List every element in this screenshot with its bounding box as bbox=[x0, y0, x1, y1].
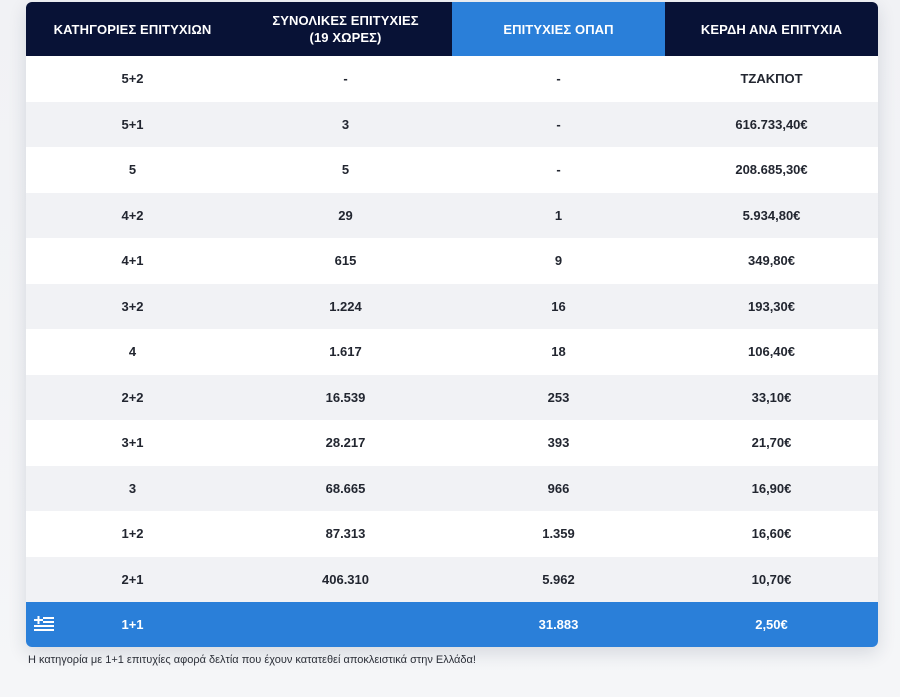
cell-category: 4+2 bbox=[26, 192, 239, 238]
header-total-line2: (19 ΧΩΡΕΣ) bbox=[309, 30, 382, 45]
cell-prize: 349,80€ bbox=[665, 238, 878, 284]
table-row: 4+1 615 9 349,80€ bbox=[26, 238, 878, 284]
cell-category: 2+1 bbox=[26, 556, 239, 602]
cell-prize: 33,10€ bbox=[665, 374, 878, 420]
cell-total: 406.310 bbox=[239, 556, 452, 602]
cell-prize: ΤΖΑΚΠΟΤ bbox=[665, 56, 878, 102]
greek-only-row: 1+1 31.883 2,50€ bbox=[26, 602, 878, 647]
results-table-card: ΚΑΤΗΓΟΡΙΕΣ ΕΠΙΤΥΧΙΩΝ ΣΥΝΟΛΙΚΕΣ ΕΠΙΤΥΧΙΕΣ… bbox=[26, 2, 878, 647]
table-row: 3+1 28.217 393 21,70€ bbox=[26, 420, 878, 466]
cell-prize: 16,60€ bbox=[665, 511, 878, 557]
cell-opap: - bbox=[452, 147, 665, 193]
cell-opap: 1.359 bbox=[452, 511, 665, 557]
cell-opap: 5.962 bbox=[452, 556, 665, 602]
cell-category: 4 bbox=[26, 329, 239, 375]
cell-prize: 5.934,80€ bbox=[665, 192, 878, 238]
table-row: 4+2 29 1 5.934,80€ bbox=[26, 192, 878, 238]
cell-total: 28.217 bbox=[239, 420, 452, 466]
greek-row-category: 1+1 bbox=[121, 617, 144, 632]
cell-category: 1+2 bbox=[26, 511, 239, 557]
cell-category: 4+1 bbox=[26, 238, 239, 284]
footnote: Η κατηγορία με 1+1 επιτυχίες αφορά δελτί… bbox=[28, 654, 476, 666]
cell-opap: 393 bbox=[452, 420, 665, 466]
cell-category: 3+1 bbox=[26, 420, 239, 466]
table-row: 3 68.665 966 16,90€ bbox=[26, 465, 878, 511]
table-row: 2+1 406.310 5.962 10,70€ bbox=[26, 556, 878, 602]
cell-total: 87.313 bbox=[239, 511, 452, 557]
cell-total: 16.539 bbox=[239, 374, 452, 420]
cell-opap: 31.883 bbox=[452, 602, 665, 647]
cell-total: 3 bbox=[239, 101, 452, 147]
header-row: ΚΑΤΗΓΟΡΙΕΣ ΕΠΙΤΥΧΙΩΝ ΣΥΝΟΛΙΚΕΣ ΕΠΙΤΥΧΙΕΣ… bbox=[26, 2, 878, 56]
cell-opap: 18 bbox=[452, 329, 665, 375]
cell-total: 1.224 bbox=[239, 283, 452, 329]
cell-opap: 966 bbox=[452, 465, 665, 511]
cell-category: 3+2 bbox=[26, 283, 239, 329]
cell-category: 3 bbox=[26, 465, 239, 511]
cell-opap: 9 bbox=[452, 238, 665, 284]
table-row: 1+2 87.313 1.359 16,60€ bbox=[26, 511, 878, 557]
table-row: 3+2 1.224 16 193,30€ bbox=[26, 283, 878, 329]
cell-prize: 2,50€ bbox=[665, 602, 878, 647]
cell-prize: 193,30€ bbox=[665, 283, 878, 329]
table-row: 4 1.617 18 106,40€ bbox=[26, 329, 878, 375]
header-total-line1: ΣΥΝΟΛΙΚΕΣ ΕΠΙΤΥΧΙΕΣ bbox=[272, 13, 419, 28]
cell-total: - bbox=[239, 56, 452, 102]
header-opap-wins: ΕΠΙΤΥΧΙΕΣ ΟΠΑΠ bbox=[452, 2, 665, 56]
cell-category: 1+1 bbox=[26, 602, 239, 647]
cell-category: 5 bbox=[26, 147, 239, 193]
cell-total: 68.665 bbox=[239, 465, 452, 511]
header-prize: ΚΕΡΔΗ ΑΝΑ ΕΠΙΤΥΧΙΑ bbox=[665, 2, 878, 56]
cell-total: 5 bbox=[239, 147, 452, 193]
cell-prize: 106,40€ bbox=[665, 329, 878, 375]
table-row: 5 5-208.685,30€ bbox=[26, 147, 878, 193]
cell-category: 2+2 bbox=[26, 374, 239, 420]
table-row: 5+2- - ΤΖΑΚΠΟΤ bbox=[26, 56, 878, 102]
cell-prize: 616.733,40€ bbox=[665, 101, 878, 147]
table-row: 5+1 3-616.733,40€ bbox=[26, 101, 878, 147]
cell-category: 5+1 bbox=[26, 101, 239, 147]
cell-opap: 1 bbox=[452, 192, 665, 238]
table-body: 5+2- - ΤΖΑΚΠΟΤ 5+1 3-616.733,40€ 5 5-208.685,3… bbox=[26, 56, 878, 647]
cell-prize: 208.685,30€ bbox=[665, 147, 878, 193]
results-table: ΚΑΤΗΓΟΡΙΕΣ ΕΠΙΤΥΧΙΩΝ ΣΥΝΟΛΙΚΕΣ ΕΠΙΤΥΧΙΕΣ… bbox=[26, 2, 878, 647]
cell-prize: 10,70€ bbox=[665, 556, 878, 602]
table-header: ΚΑΤΗΓΟΡΙΕΣ ΕΠΙΤΥΧΙΩΝ ΣΥΝΟΛΙΚΕΣ ΕΠΙΤΥΧΙΕΣ… bbox=[26, 2, 878, 56]
cell-opap: 253 bbox=[452, 374, 665, 420]
header-category: ΚΑΤΗΓΟΡΙΕΣ ΕΠΙΤΥΧΙΩΝ bbox=[26, 2, 239, 56]
greek-flag-icon bbox=[34, 616, 54, 631]
cell-opap: - bbox=[452, 101, 665, 147]
cell-total: 615 bbox=[239, 238, 452, 284]
cell-opap: 16 bbox=[452, 283, 665, 329]
header-total-wins: ΣΥΝΟΛΙΚΕΣ ΕΠΙΤΥΧΙΕΣ (19 ΧΩΡΕΣ) bbox=[239, 2, 452, 56]
cell-opap: - bbox=[452, 56, 665, 102]
cell-total: 1.617 bbox=[239, 329, 452, 375]
cell-prize: 21,70€ bbox=[665, 420, 878, 466]
table-row: 2+2 16.539 253 33,10€ bbox=[26, 374, 878, 420]
cell-total: 29 bbox=[239, 192, 452, 238]
cell-total bbox=[239, 602, 452, 647]
cell-prize: 16,90€ bbox=[665, 465, 878, 511]
cell-category: 5+2 bbox=[26, 56, 239, 102]
